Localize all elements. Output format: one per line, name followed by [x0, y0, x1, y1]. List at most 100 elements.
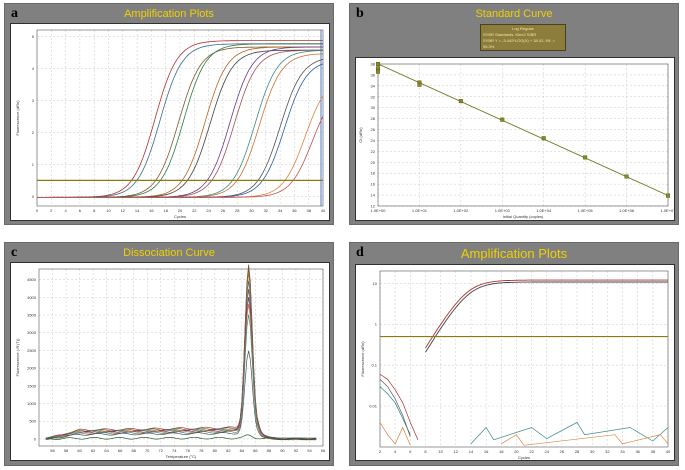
- y-tick-label: 30: [371, 105, 376, 110]
- x-tick-label: 12: [121, 208, 126, 213]
- y-tick-label: 32: [371, 94, 376, 99]
- x-tick-label: 16: [149, 208, 154, 213]
- data-point: [376, 61, 381, 66]
- x-axis-label: Cycles: [174, 214, 186, 219]
- y-tick-label: 12: [371, 204, 376, 209]
- x-axis-label: Cycles: [518, 455, 530, 460]
- x-tick-label: 1.0E+03: [495, 208, 511, 213]
- axes-frame: [377, 63, 669, 207]
- x-tick-label: 28: [235, 208, 240, 213]
- dissociation-chart: 56 58 60 62 64 66 68 70 72 74 76 78 80 82 84 86 88 90 92 94…: [15, 264, 326, 459]
- x-tick-label: 22: [192, 208, 197, 213]
- x-tick-label: 78: [199, 448, 204, 453]
- data-point: [666, 193, 671, 198]
- noise-trace: [379, 422, 411, 446]
- x-tick-label: 38: [306, 208, 311, 213]
- amplification-chart-a: 0 2 4 6 8 10 12 14 16 18 20 22 24 26 28 30 32 34 36 38 40012…: [15, 29, 326, 219]
- y-axis-label: Fluorescence (dRn): [360, 341, 365, 377]
- x-tick-label: 32: [605, 449, 610, 454]
- x-tick-label: 22: [529, 449, 534, 454]
- x-tick-label: 12: [454, 449, 459, 454]
- y-axis-label: Fluorescence (dRn): [15, 100, 20, 136]
- plot-area: 0 2 4 6 8 10 12 14 16 18 20 22 24 26 28 30 32 34 36 38 40 0 1 2…: [10, 23, 330, 221]
- y-tick-label: 38: [371, 62, 376, 67]
- y-tick-label: 1: [32, 162, 35, 167]
- x-tick-label: 1.0E+05: [578, 208, 594, 213]
- x-tick-label: 6: [409, 449, 412, 454]
- melt-curve: [45, 296, 317, 441]
- x-tick-label: 64: [104, 448, 109, 453]
- x-tick-label: 18: [499, 449, 504, 454]
- standard-curve-chart: 1.0E+00 1.0E+01 1.0E+02 1.0E+03 1.0E+04 1.0E+…: [358, 61, 676, 220]
- x-tick-label: 1.0E+07: [660, 208, 674, 213]
- y-tick-label: 3000: [27, 330, 37, 335]
- x-tick-label: 84: [240, 448, 245, 453]
- x-tick-label: 88: [267, 448, 272, 453]
- melt-curve: [45, 272, 317, 441]
- x-tick-label: 10: [106, 208, 111, 213]
- x-tick-label: 1.0E+02: [453, 208, 469, 213]
- x-tick-label: 24: [206, 208, 211, 213]
- x-tick-label: 94: [307, 448, 312, 453]
- axes-frame: [36, 29, 324, 207]
- y-tick-label: 2000: [27, 366, 37, 371]
- axes-frame: [379, 270, 669, 448]
- x-tick-label: 26: [560, 449, 565, 454]
- y-tick-label: 3: [32, 98, 35, 103]
- data-point: [458, 99, 463, 104]
- y-tick-label: 5: [32, 34, 35, 39]
- amplification-curve: [425, 279, 668, 349]
- legend-title: Log Regular: [512, 26, 534, 31]
- y-axis-label: Fluorescence (-R'(T)): [15, 338, 20, 377]
- x-tick-label: 36: [292, 208, 297, 213]
- y-tick-label: 0: [34, 436, 37, 441]
- melt-curve: [45, 434, 317, 441]
- noise-trace: [470, 421, 669, 445]
- amplification-curve: [425, 281, 668, 353]
- fit-line: [377, 63, 669, 196]
- x-tick-label: 14: [469, 449, 474, 454]
- x-tick-label: 68: [131, 448, 136, 453]
- y-tick-label: 10: [373, 281, 378, 286]
- y-tick-label: 1000: [27, 401, 37, 406]
- noise-trace: [501, 434, 669, 446]
- legend: Log Regular SYBR Standards, Kleo2 SIBR S…: [480, 24, 566, 51]
- axes-frame: [38, 268, 324, 447]
- y-tick-label: 1: [375, 322, 378, 327]
- panel-tag: c: [11, 245, 18, 260]
- x-tick-label: 6: [79, 208, 82, 213]
- legend-line: SYBR Standards, Kleo2 SIBR: [483, 32, 537, 37]
- legend-line: SYBR Y = -3.442*LOG(X) + 38.02, Eff. = 9…: [483, 38, 555, 49]
- y-tick-label: 500: [29, 419, 36, 424]
- plot-area: 1.0E+00 1.0E+01 1.0E+02 1.0E+03 1.0E+04 1.0E+…: [355, 57, 676, 221]
- panel-tag: a: [11, 6, 18, 21]
- x-tick-label: 40: [321, 208, 326, 213]
- y-tick-label: 2500: [27, 348, 37, 353]
- panel-title: Amplification Plots: [124, 8, 214, 20]
- x-axis-label: Initial Quantity (copies): [503, 214, 544, 219]
- y-tick-label: 22: [371, 149, 376, 154]
- x-tick-label: 1.0E+04: [536, 208, 552, 213]
- plot-area: 2 4 6 8 10 12 14 16 18 20 22 24 26 28 30 32 34 36 38 40 10 1 0…: [355, 264, 675, 461]
- x-tick-label: 0: [36, 208, 39, 213]
- y-tick-label: 0: [32, 194, 35, 199]
- x-tick-label: 30: [590, 449, 595, 454]
- x-tick-label: 58: [64, 448, 69, 453]
- y-tick-label: 0.1: [371, 363, 377, 368]
- x-tick-label: 4: [64, 208, 67, 213]
- melt-curve: [45, 303, 317, 441]
- panel-tag: b: [356, 6, 364, 21]
- melt-curve: [45, 264, 317, 441]
- x-tick-label: 1.0E+06: [619, 208, 635, 213]
- y-tick-label: 4500: [27, 277, 37, 282]
- y-tick-label: 4000: [27, 295, 37, 300]
- panel-c: c Dissociation Curve 56 58 60 62 64 66 68 70 72 7…: [4, 242, 334, 466]
- melt-curve: [45, 350, 317, 441]
- x-tick-label: 34: [620, 449, 625, 454]
- y-tick-label: 36: [371, 72, 376, 77]
- x-tick-label: 60: [77, 448, 82, 453]
- amplification-curve: [37, 116, 324, 198]
- x-tick-label: 36: [635, 449, 640, 454]
- x-tick-label: 8: [93, 208, 96, 213]
- data-point: [376, 66, 381, 71]
